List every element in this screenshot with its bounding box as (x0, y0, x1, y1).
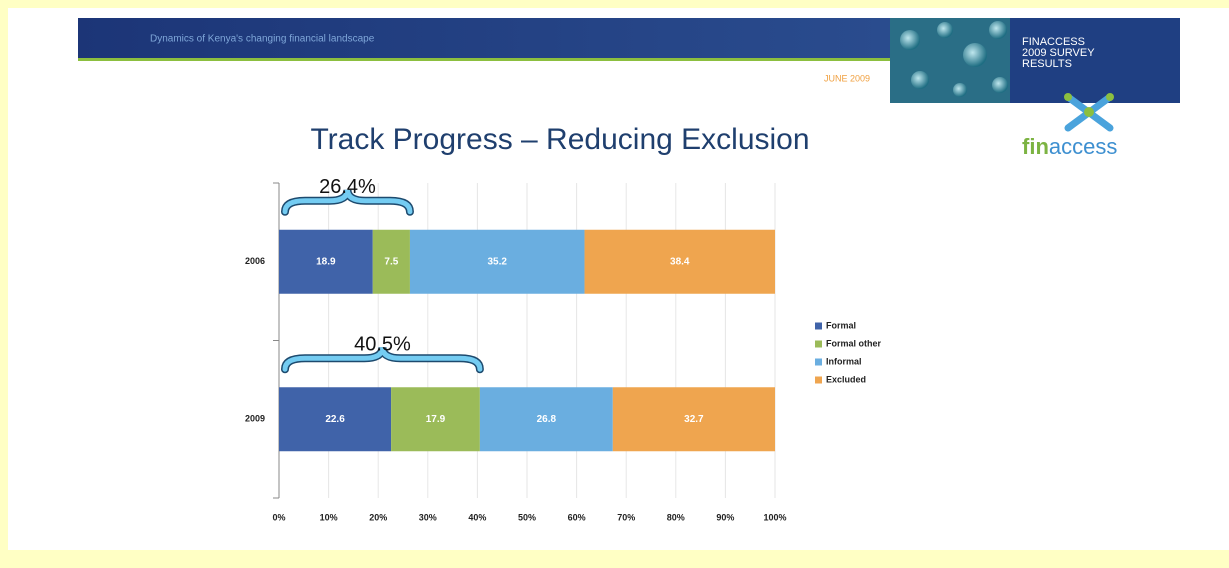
bar-value-label: 7.5 (384, 256, 398, 267)
y-tick-label: 2006 (245, 256, 265, 266)
bar-segment (409, 229, 585, 294)
brace-fill (282, 189, 413, 215)
bar-segment (479, 387, 613, 452)
x-tick-label: 80% (667, 512, 685, 522)
header-date: JUNE 2009 (824, 73, 870, 83)
legend-swatch (815, 322, 822, 330)
annotation-label: 26.4% (319, 176, 376, 198)
logo-fin: fin (1022, 134, 1049, 159)
legend-label: Excluded (826, 374, 866, 384)
x-tick-label: 70% (617, 512, 635, 522)
header-badge (1010, 18, 1180, 103)
y-tick-label: 2009 (245, 414, 265, 424)
bar-value-label: 38.4 (670, 256, 690, 267)
legend-label: Formal other (826, 338, 882, 348)
brace-fill (282, 346, 483, 372)
brace (281, 346, 484, 374)
legend-label: Informal (826, 356, 862, 366)
header-bar (78, 18, 890, 58)
bar-segment (584, 229, 775, 294)
bar-segment (612, 387, 775, 452)
legend-swatch (815, 376, 822, 384)
legend-label: Formal (826, 320, 856, 330)
bar-value-label: 18.9 (316, 256, 336, 267)
header-rule (78, 58, 890, 61)
logo-access: access (1049, 134, 1117, 159)
annotation-label: 40.5% (354, 334, 411, 356)
logo-mark (1064, 93, 1114, 132)
bar-segment (372, 229, 410, 294)
bar-segment (279, 387, 392, 452)
chart-title: Track Progress – Reducing Exclusion (310, 123, 809, 156)
x-tick-label: 10% (320, 512, 338, 522)
bar-value-label: 17.9 (426, 414, 446, 425)
x-tick-label: 90% (716, 512, 734, 522)
bar-value-label: 22.6 (325, 414, 345, 425)
x-tick-label: 60% (568, 512, 586, 522)
badge-line: FINACCESS (1022, 36, 1085, 48)
brace (281, 189, 414, 216)
x-tick-label: 30% (419, 512, 437, 522)
bar-value-label: 32.7 (684, 414, 704, 425)
legend-swatch (815, 340, 822, 348)
logo-text: finaccess (1022, 134, 1117, 159)
bar-value-label: 35.2 (488, 256, 508, 267)
x-tick-label: 50% (518, 512, 536, 522)
badge-line: 2009 SURVEY (1022, 47, 1095, 59)
badge-line: RESULTS (1022, 58, 1072, 70)
x-tick-label: 40% (468, 512, 486, 522)
x-tick-label: 0% (272, 512, 285, 522)
header-bubbles (900, 21, 1008, 97)
legend-swatch (815, 358, 822, 366)
bar-segment (391, 387, 480, 452)
header-subtitle: Dynamics of Kenya's changing financial l… (150, 34, 375, 45)
bar-value-label: 26.8 (537, 414, 557, 425)
x-tick-label: 100% (763, 512, 786, 522)
bar-segment (279, 229, 373, 294)
x-tick-label: 20% (369, 512, 387, 522)
